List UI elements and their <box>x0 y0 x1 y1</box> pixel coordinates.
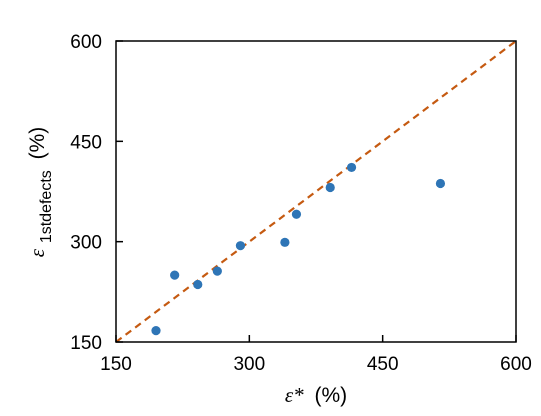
y-axis-label: ε 1stdefects (%) <box>25 127 56 258</box>
x-tick-label: 600 <box>500 354 532 375</box>
x-axis-unit: (%) <box>314 384 347 407</box>
data-point <box>291 209 302 219</box>
x-ticks-layer: 150 300 450 600 <box>100 335 532 375</box>
data-point <box>170 270 180 280</box>
data-point <box>280 237 290 247</box>
data-point <box>325 182 335 193</box>
data-point <box>151 326 161 336</box>
y-ticks-layer: 150 300 450 600 <box>70 32 123 354</box>
x-tick-label: 150 <box>100 354 132 375</box>
x-axis-symbol: ε* <box>285 383 304 407</box>
data-point <box>212 266 222 276</box>
x-tick-label: 300 <box>233 354 265 375</box>
points-layer <box>151 162 446 336</box>
x-tick-label: 450 <box>367 354 399 375</box>
reference-line <box>115 40 517 343</box>
data-point <box>193 279 203 290</box>
ref-line-layer <box>115 40 517 343</box>
data-point <box>346 162 357 173</box>
data-point <box>235 241 246 251</box>
y-tick-label: 450 <box>70 132 102 153</box>
y-tick-label: 300 <box>70 233 102 254</box>
y-axis-subscript: 1stdefects <box>38 170 55 243</box>
y-axis-unit: (%) <box>26 127 49 160</box>
y-axis-symbol: ε <box>25 248 49 257</box>
y-tick-label: 150 <box>70 333 102 354</box>
y-tick-label: 600 <box>70 32 102 53</box>
x-axis-label: ε* (%) <box>285 383 347 407</box>
data-point <box>435 178 446 189</box>
plot-frame <box>115 40 517 343</box>
